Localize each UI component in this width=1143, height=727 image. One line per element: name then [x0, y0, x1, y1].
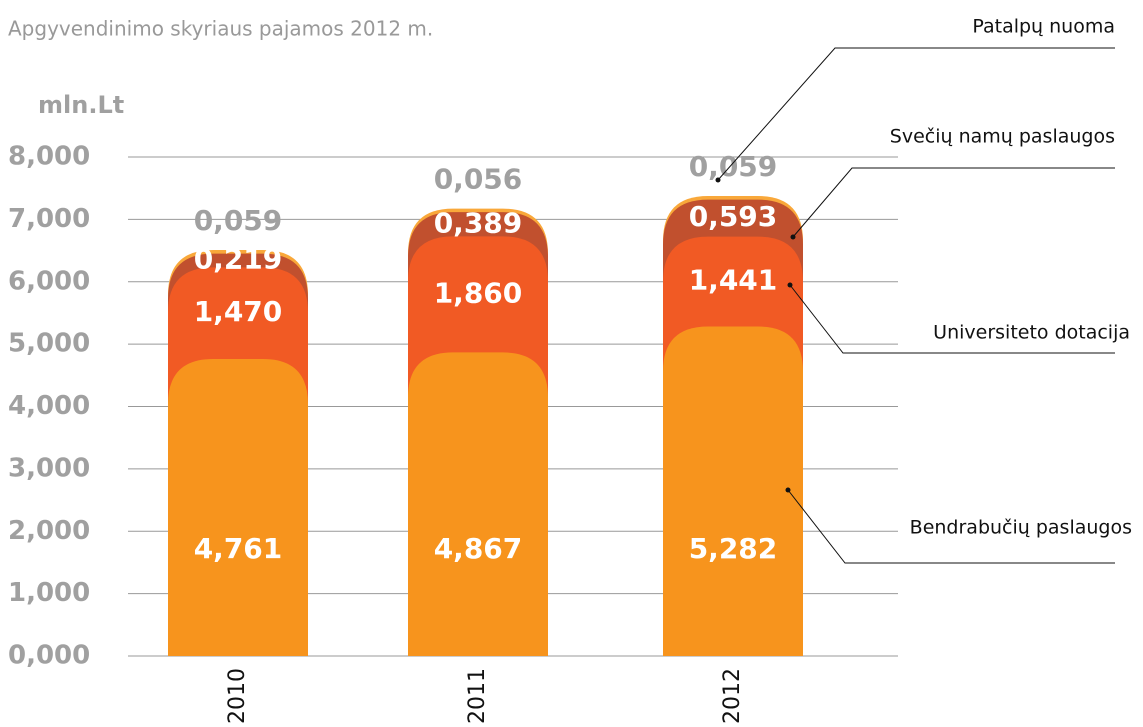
- leader-line: [792, 167, 1115, 238]
- data-label: 0,059: [689, 150, 778, 183]
- y-tick-label: 3,000: [8, 453, 90, 483]
- leader-dot: [790, 234, 796, 240]
- y-tick-label: 5,000: [8, 329, 90, 359]
- data-label: 4,761: [194, 532, 283, 565]
- bar-segment: [168, 359, 308, 656]
- data-label: 0,593: [689, 200, 778, 233]
- legend-label: Patalpų nuoma: [972, 16, 1115, 38]
- data-label: 1,441: [689, 264, 778, 297]
- data-label: 0,059: [194, 204, 283, 237]
- leader-dot: [715, 177, 721, 183]
- data-label: 4,867: [434, 532, 523, 565]
- legend-label: Svečių namų paslaugos: [890, 126, 1115, 148]
- x-tick-label: 2012: [720, 668, 745, 724]
- x-tick-label: 2010: [225, 668, 250, 724]
- y-tick-label: 2,000: [8, 516, 90, 546]
- data-label: 0,389: [434, 206, 523, 239]
- data-label: 1,860: [434, 276, 523, 309]
- y-tick-label: 0,000: [8, 641, 90, 671]
- leader-line: [787, 489, 1115, 564]
- legend-label: Universiteto dotacija: [933, 322, 1130, 344]
- y-tick-label: 7,000: [8, 204, 90, 234]
- legend-label: Bendrabučių paslaugos: [910, 517, 1132, 539]
- bar-segment: [663, 326, 803, 656]
- leader-line: [717, 47, 1115, 181]
- data-label: 0,219: [194, 243, 283, 276]
- y-tick-label: 1,000: [8, 578, 90, 608]
- chart-title: Apgyvendinimo skyriaus pajamos 2012 m.: [8, 17, 433, 41]
- leader-dot: [787, 282, 793, 288]
- y-tick-label: 8,000: [8, 142, 90, 172]
- y-tick-label: 6,000: [8, 266, 90, 296]
- bar-segment: [408, 352, 548, 656]
- data-label: 5,282: [689, 532, 778, 565]
- y-axis-label: mln.Lt: [38, 91, 124, 119]
- leader-dot: [785, 487, 791, 493]
- leader-line: [789, 284, 1115, 354]
- x-tick-label: 2011: [465, 668, 490, 724]
- data-label: 0,056: [434, 163, 523, 196]
- y-tick-label: 4,000: [8, 391, 90, 421]
- data-label: 1,470: [194, 295, 283, 328]
